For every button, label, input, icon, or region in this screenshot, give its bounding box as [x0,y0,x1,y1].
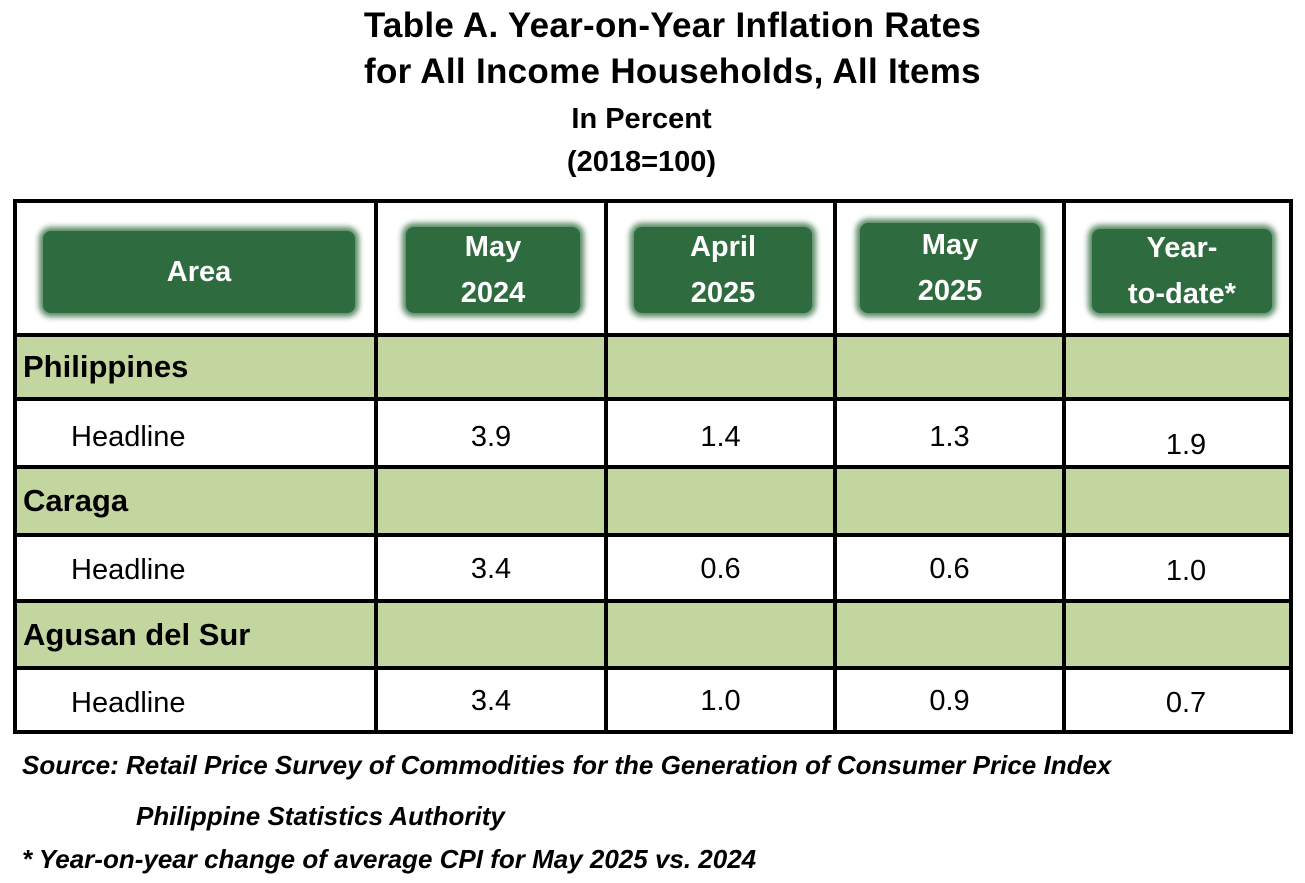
region-band-caraga [17,469,1289,533]
header-year-to-date-line2: to-date* [1128,278,1236,310]
value-caraga-may-2024: 3.4 [470,553,512,585]
header-may-2024: May 2024 [406,227,580,313]
row-label-headline: Headline [71,687,186,719]
region-band-philippines [17,337,1289,397]
rule-below-headline-2 [17,599,1289,603]
rule-below-agusan [17,666,1289,670]
header-april-2025-line2: 2025 [690,277,756,309]
header-may-2025-line1: May [921,229,979,261]
value-caraga-may-2025: 0.6 [929,553,970,585]
header-year-to-date: Year- to-date* [1092,229,1272,313]
header-april-2025-line1: April [689,231,757,263]
value-philippines-may-2024: 3.9 [470,421,512,453]
footnote: * Year-on-year change of average CPI for… [22,844,757,874]
value-agusan-may-2024: 3.4 [470,685,512,717]
row-label-headline: Headline [71,421,186,453]
region-philippines: Philippines [23,349,189,384]
rule-below-headline-1 [17,465,1289,469]
column-rule-4 [1062,203,1066,730]
value-caraga-year-to-date: 1.0 [1165,555,1207,587]
region-caraga: Caraga [23,483,129,518]
source-agency: Philippine Statistics Authority [136,801,505,831]
header-may-2024-line2: 2024 [460,277,526,309]
value-philippines-year-to-date: 1.9 [1165,429,1207,461]
header-may-2025: May 2025 [860,223,1040,313]
rule-below-header [17,333,1289,337]
header-area: Area [43,231,355,313]
value-philippines-april-2025: 1.4 [700,421,741,453]
column-rule-1 [374,203,378,730]
value-caraga-april-2025: 0.6 [700,553,741,585]
header-area-label: Area [166,256,232,288]
inflation-table: Area May 2024 April 2025 May 2025 Year- … [13,199,1293,734]
value-agusan-may-2025: 0.9 [929,685,970,717]
value-philippines-may-2025: 1.3 [929,421,970,453]
header-may-2025-line2: 2025 [917,275,983,307]
region-band-agusan-del-sur [17,603,1289,666]
region-agusan-del-sur: Agusan del Sur [23,617,251,652]
value-agusan-year-to-date: 0.7 [1165,687,1207,719]
value-agusan-april-2025: 1.0 [700,685,741,717]
row-label-headline: Headline [71,554,186,586]
column-rule-3 [833,203,837,730]
header-row: Area May 2024 April 2025 May 2025 Year- … [17,203,1289,333]
rule-below-caraga [17,533,1289,537]
base-year-label: (2018=100) [566,146,717,178]
table-title-line-1: Table A. Year-on-Year Inflation Rates [363,6,982,45]
rule-below-philippines [17,397,1289,401]
source-note: Source: Retail Price Survey of Commoditi… [22,750,1112,780]
table-title-line-2: for All Income Households, All Items [364,52,981,91]
header-april-2025: April 2025 [634,227,812,313]
header-year-to-date-line1: Year- [1146,232,1218,264]
column-rule-2 [604,203,608,730]
unit-label: In Percent [571,103,712,135]
header-may-2024-line1: May [464,231,522,263]
